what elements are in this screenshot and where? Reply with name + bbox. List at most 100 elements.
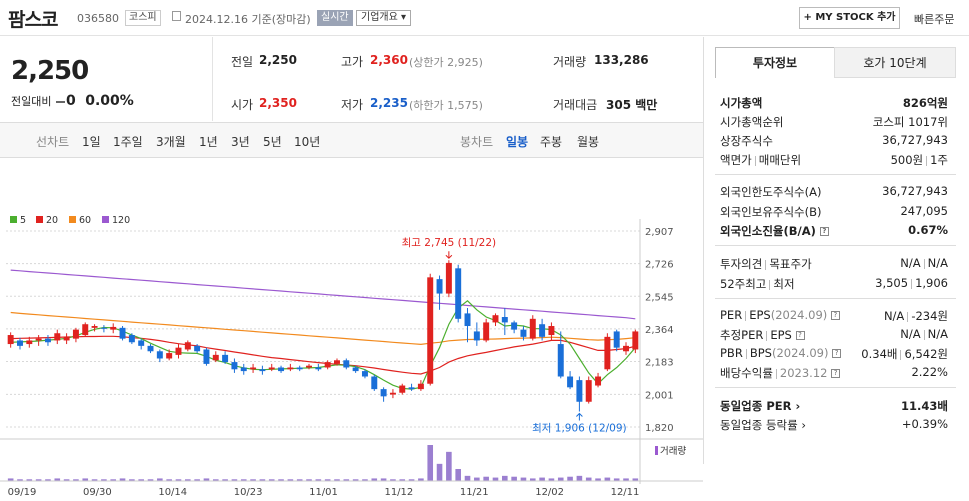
- help-icon[interactable]: ?: [795, 331, 805, 340]
- divider: [715, 387, 956, 388]
- help-icon[interactable]: ?: [819, 227, 829, 236]
- candle-body: [371, 376, 378, 390]
- candle-body: [464, 313, 471, 327]
- divider: [212, 37, 213, 121]
- foreign-limit-value: 36,727,943: [882, 184, 948, 198]
- realtime-button[interactable]: 실시간: [317, 10, 353, 26]
- chart-background: [0, 159, 703, 501]
- tab-hoga[interactable]: 호가 10단계: [834, 47, 956, 78]
- candle-body: [175, 347, 182, 355]
- shares-value: 36,727,943: [882, 133, 948, 147]
- company-overview-dropdown[interactable]: 기업개요 ▾: [356, 10, 412, 26]
- tab-5year[interactable]: 5년: [263, 135, 282, 149]
- y-tick-label: 2,183: [645, 358, 674, 369]
- low-value: 2,235: [370, 96, 408, 110]
- candle-body: [250, 367, 257, 370]
- divider: [715, 298, 956, 299]
- candle-body: [147, 345, 154, 352]
- legend-swatch: [69, 216, 76, 223]
- high-value: 2,360: [370, 53, 408, 67]
- x-tick-label: 11/12: [384, 487, 413, 498]
- candle-body: [166, 353, 173, 359]
- chevron-right-icon: ›: [801, 418, 806, 432]
- tab-3month[interactable]: 3개월: [156, 135, 186, 149]
- open-label: 시가: [231, 98, 254, 112]
- candle-body: [529, 318, 536, 339]
- volume-bar: [436, 463, 443, 481]
- candle-body: [585, 380, 592, 402]
- candle-body: [194, 345, 201, 352]
- legend-swatch: [36, 216, 43, 223]
- x-tick-label: 11/21: [460, 487, 489, 498]
- x-tick-label: 10/14: [158, 487, 187, 498]
- candle-body: [54, 333, 61, 341]
- x-tick-label: 09/19: [8, 487, 37, 498]
- tab-monthly[interactable]: 월봉: [577, 135, 600, 149]
- upper-limit: (상한가 2,925): [409, 56, 483, 69]
- lower-limit: (하한가 1,575): [409, 99, 483, 112]
- stock-chart[interactable]: 2,907 2,726 2,545 2,364 2,183 2,001 1,820 5 20 60…: [0, 159, 703, 501]
- candle-body: [128, 335, 135, 343]
- candle-body: [119, 327, 126, 339]
- legend-label: 120: [112, 215, 130, 226]
- help-icon[interactable]: ?: [830, 311, 840, 320]
- tab-invest-info[interactable]: 투자정보: [715, 47, 835, 78]
- tab-10year[interactable]: 10년: [294, 135, 321, 149]
- candle-body: [203, 349, 210, 364]
- foreign-ratio-label: 외국인소진율(B/A) ?: [720, 223, 829, 239]
- tab-candle-chart[interactable]: 봉차트: [460, 135, 494, 149]
- x-tick-label: 09/30: [83, 487, 112, 498]
- dividend-label: 배당수익률 2023.12 ?: [720, 365, 841, 381]
- candle-body: [520, 329, 527, 337]
- candle-body: [72, 329, 79, 339]
- help-icon[interactable]: ?: [832, 349, 842, 358]
- face-unit-label: 액면가 매매단위: [720, 153, 802, 167]
- volume-legend-label: 거래량: [660, 445, 686, 457]
- candle-body: [63, 336, 70, 341]
- candle-body: [222, 354, 229, 363]
- add-my-stock-button[interactable]: + MY STOCK 추가: [799, 7, 900, 29]
- candle-body: [17, 340, 23, 346]
- candle-body: [231, 362, 238, 370]
- candle-body: [7, 335, 14, 345]
- candle-body: [82, 324, 89, 336]
- volume-bar: [455, 469, 461, 481]
- market-badge: 코스피: [125, 10, 161, 26]
- candle-body: [296, 367, 303, 370]
- candle-body: [343, 360, 350, 368]
- tab-3year[interactable]: 3년: [231, 135, 250, 149]
- stock-name: 팜스코: [8, 9, 58, 31]
- open-value: 2,350: [259, 96, 297, 110]
- high-arrow-icon: [445, 251, 453, 259]
- tab-1day[interactable]: 1일: [82, 135, 101, 149]
- tab-daily[interactable]: 일봉: [506, 135, 529, 149]
- candle-body: [306, 365, 312, 368]
- candle-body: [26, 340, 33, 345]
- quote-panel: 2,250 전일대비 0 0.00% 전일 2,250 고가 2,360 (상한…: [0, 37, 703, 501]
- candle-body: [91, 326, 98, 328]
- y-tick-label: 2,001: [645, 390, 674, 401]
- ma20-line: [10, 335, 636, 375]
- volume-bar: [492, 477, 499, 481]
- volume-bar: [576, 475, 583, 481]
- candle-body: [455, 268, 462, 319]
- tab-1week[interactable]: 1주일: [113, 135, 143, 149]
- candle-body: [315, 367, 322, 370]
- sector-rate-label[interactable]: 동일업종 등락률 ›: [720, 418, 806, 432]
- calendar-icon: [172, 11, 181, 21]
- quick-order-button[interactable]: 빠른주문: [914, 13, 955, 26]
- candle-body: [557, 344, 564, 377]
- sector-per-label[interactable]: 동일업종 PER ›: [720, 399, 801, 413]
- y-tick-label: 2,364: [645, 325, 674, 336]
- tab-line-chart[interactable]: 선차트: [36, 135, 70, 149]
- legend-swatch: [10, 216, 17, 223]
- candle-body: [100, 327, 107, 329]
- high-label: 고가: [341, 55, 364, 69]
- tab-1year[interactable]: 1년: [199, 135, 218, 149]
- help-icon[interactable]: ?: [831, 369, 841, 378]
- divider: [715, 245, 956, 246]
- y-tick-label: 2,907: [645, 227, 674, 238]
- candle-body: [623, 345, 629, 352]
- chevron-down-icon: ▾: [401, 12, 407, 23]
- tab-weekly[interactable]: 주봉: [540, 135, 563, 149]
